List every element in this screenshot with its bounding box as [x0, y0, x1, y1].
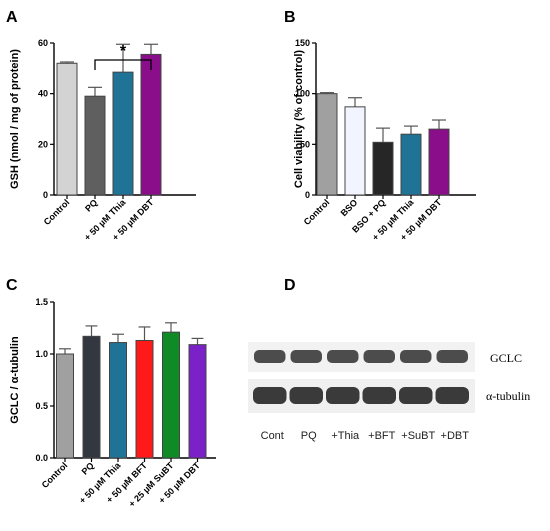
band-label-tubulin: α-tubulin: [486, 389, 530, 403]
panel-letter-d: D: [284, 277, 296, 294]
chart-b-y-tick-label: 100: [295, 89, 310, 99]
chart-a-bar: [84, 95, 106, 196]
chart-b-bar: [400, 133, 422, 196]
lane-label: +DBT: [441, 430, 470, 442]
band-gclc: [254, 350, 286, 363]
band-label-gclc: GCLC: [490, 351, 522, 365]
chart-a: GSH (nmol / mg of protein) 0 20 40 60 Control…: [9, 38, 196, 243]
chart-c-bar: [82, 335, 101, 459]
chart-c-y-tick-label: 0.5: [35, 401, 48, 411]
chart-b-y-tick-label: 150: [295, 38, 310, 48]
chart-a-category-label: Control: [42, 197, 72, 227]
panel-letter-c: C: [6, 277, 18, 294]
chart-c-y-tick-label: 1.0: [35, 349, 48, 359]
chart-a-bar: [140, 53, 162, 196]
lane-label: +BFT: [368, 430, 395, 442]
western-blot: GCLC α-tubulin Cont PQ +Thia +BFT +SuBT +DBT: [248, 342, 530, 442]
chart-a-bar: [56, 62, 78, 196]
chart-b-y-tick-label: 50: [300, 139, 310, 149]
chart-a-y-tick-label: 20: [38, 139, 48, 149]
band-tubulin: [435, 387, 469, 404]
chart-c-y-tick-label: 1.5: [35, 297, 48, 307]
chart-a-category-label: PQ: [83, 197, 99, 213]
chart-a-y-tick-label: 40: [38, 89, 48, 99]
chart-b-bar: [372, 141, 394, 196]
chart-b-bar: [344, 106, 366, 196]
lane-label: Cont: [261, 430, 284, 442]
chart-b-category-label: Control: [302, 197, 332, 227]
lane-label: +SuBT: [401, 430, 435, 442]
band-gclc: [400, 350, 432, 363]
band-gclc: [363, 350, 395, 363]
chart-a-y-tick-label: 0: [43, 190, 48, 200]
band-gclc: [290, 350, 322, 363]
chart-b-bar: [316, 93, 338, 196]
panel-letter-a: A: [6, 9, 18, 26]
chart-c-category-label: Control: [40, 460, 70, 490]
chart-c-bar: [135, 339, 154, 459]
chart-a-y-title: GSH (nmol / mg of protein): [9, 49, 21, 189]
band-tubulin: [399, 387, 433, 404]
band-gclc: [327, 350, 359, 363]
chart-b: Cell viability (% of control)0 50 100 150 Co…: [293, 38, 476, 243]
chart-c-bar: [162, 331, 180, 459]
band-tubulin: [253, 387, 287, 404]
chart-b-category-label: BSO: [339, 197, 360, 218]
lane-label: PQ: [301, 430, 317, 442]
chart-b-y-tick-label: 0: [305, 190, 310, 200]
chart-c-y-tick-label: 0.0: [35, 453, 48, 463]
significance-star: *: [120, 43, 127, 60]
chart-a-y-tick-label: 60: [38, 38, 48, 48]
chart-b-bar: [428, 128, 450, 196]
chart-c-bar: [56, 353, 74, 459]
chart-c-bar: [188, 344, 207, 459]
significance-bracket: [94, 59, 152, 70]
band-tubulin: [289, 387, 323, 404]
band-gclc: [436, 350, 468, 363]
chart-c-category-label: PQ: [80, 460, 96, 476]
chart-b-y-title: Cell viability (% of control): [293, 50, 305, 188]
band-tubulin: [326, 387, 360, 404]
lane-label: +Thia: [331, 430, 360, 442]
chart-c-y-title: GCLC / α-tubulin: [9, 336, 21, 424]
panel-letter-b: B: [284, 9, 296, 26]
band-tubulin: [362, 387, 396, 404]
chart-a-bar: [112, 71, 134, 196]
chart-c-bar: [109, 342, 127, 459]
